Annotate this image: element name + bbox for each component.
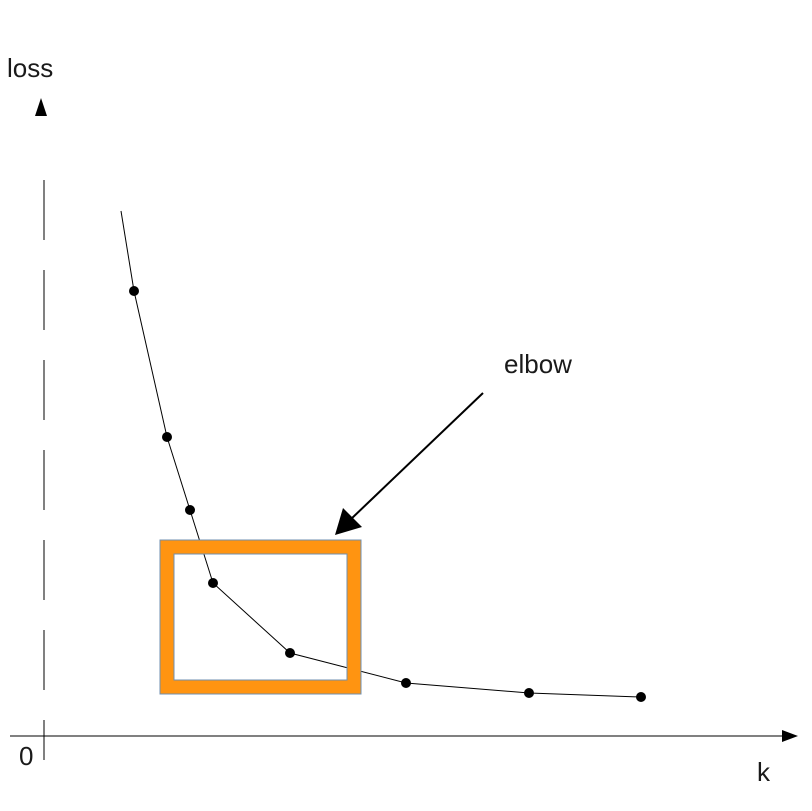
data-point — [524, 688, 534, 698]
elbow-arrow-line — [349, 392, 484, 521]
data-point — [185, 505, 195, 515]
data-point — [162, 432, 172, 442]
data-point — [208, 578, 218, 588]
data-point — [636, 692, 646, 702]
elbow-arrowhead — [335, 508, 362, 535]
x-axis-label: k — [757, 757, 771, 787]
data-point — [285, 648, 295, 658]
elbow-label: elbow — [504, 349, 572, 379]
loss-curve — [120, 210, 642, 698]
elbow-highlight-inner-border — [173, 553, 348, 681]
elbow-highlight-outer-border — [159, 539, 362, 695]
origin-label: 0 — [19, 741, 33, 771]
data-point — [401, 678, 411, 688]
x-axis-arrowhead — [782, 730, 798, 742]
data-point — [129, 286, 139, 296]
y-axis-arrowhead — [35, 98, 47, 116]
elbow-highlight-box — [160, 540, 361, 694]
y-axis-label: loss — [7, 53, 53, 83]
